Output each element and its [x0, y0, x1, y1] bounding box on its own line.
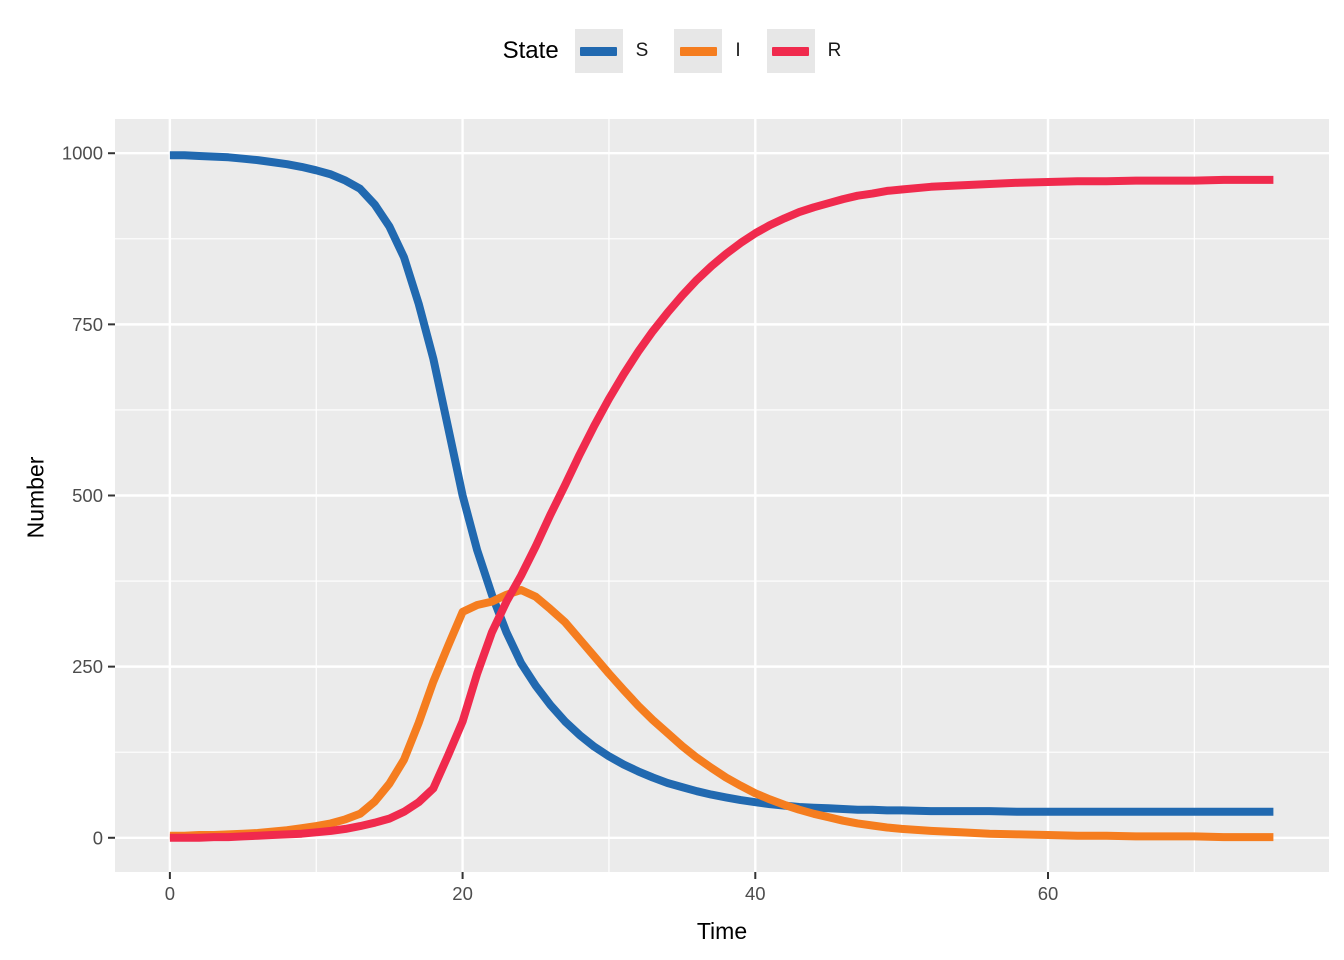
y-tick-label: 500 [72, 485, 103, 506]
legend-key-r [766, 29, 815, 73]
legend-label-s: S [635, 40, 649, 61]
x-tick-label: 60 [1038, 883, 1059, 904]
y-tick-label: 250 [72, 656, 103, 677]
y-tick-label: 750 [72, 314, 103, 335]
legend-item-i: I [674, 29, 741, 73]
series-line-I [169, 586, 1274, 842]
x-tick-label: 40 [745, 883, 766, 904]
s-line-swatch-icon [580, 46, 618, 56]
y-axis-title: Number [22, 456, 49, 539]
y-tick-label: 1000 [62, 143, 103, 164]
y-tick-label: 0 [93, 827, 103, 848]
legend: State S I R [0, 28, 1344, 74]
r-line-swatch-icon [772, 46, 810, 56]
legend-item-r: R [766, 29, 842, 73]
series-line-R [169, 175, 1274, 842]
series-line-S [169, 151, 1274, 816]
x-tick-label: 0 [165, 883, 175, 904]
legend-title: State [502, 37, 559, 64]
legend-key-i [674, 29, 723, 73]
legend-key-s [574, 29, 623, 73]
tick-labels: 0 20 40 60 0 250 500 750 1000 [62, 143, 1058, 904]
x-tick-label: 20 [452, 883, 473, 904]
tick-marks [108, 152, 1050, 879]
legend-item-s: S [574, 29, 649, 73]
i-line-swatch-icon [679, 46, 717, 56]
legend-label-i: I [735, 40, 741, 61]
x-axis-title: Time [696, 918, 748, 944]
legend-label-r: R [827, 40, 842, 61]
